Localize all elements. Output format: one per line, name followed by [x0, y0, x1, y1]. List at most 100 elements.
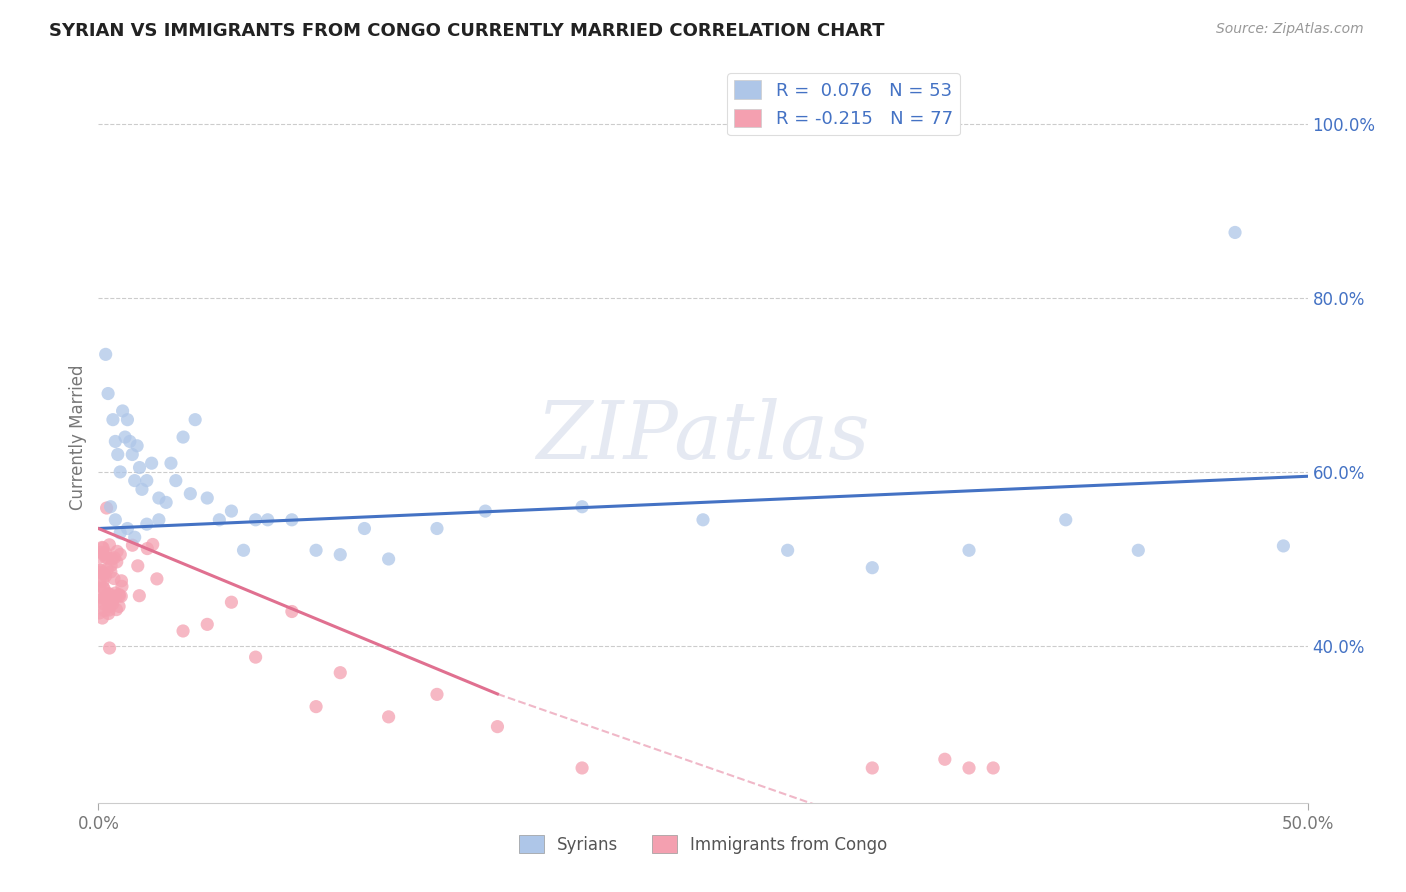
- Point: [172, 624, 194, 638]
- Point: [97, 386, 120, 401]
- Point: [353, 521, 375, 535]
- Point: [91, 541, 114, 555]
- Point: [155, 495, 177, 509]
- Point: [118, 434, 141, 449]
- Point: [91, 541, 114, 555]
- Point: [98, 538, 121, 552]
- Point: [111, 404, 134, 418]
- Text: ZIPatlas: ZIPatlas: [536, 399, 870, 475]
- Point: [128, 460, 150, 475]
- Point: [426, 521, 449, 535]
- Point: [91, 591, 114, 606]
- Point: [89, 593, 111, 607]
- Point: [860, 560, 883, 574]
- Point: [148, 491, 170, 505]
- Point: [377, 710, 399, 724]
- Point: [692, 513, 714, 527]
- Point: [93, 582, 115, 596]
- Point: [93, 603, 115, 617]
- Point: [98, 595, 121, 609]
- Point: [98, 640, 121, 655]
- Point: [104, 586, 127, 600]
- Point: [195, 491, 218, 505]
- Point: [124, 474, 146, 488]
- Point: [1054, 513, 1077, 527]
- Point: [89, 549, 111, 564]
- Point: [101, 597, 124, 611]
- Point: [281, 605, 304, 619]
- Point: [94, 347, 117, 361]
- Point: [184, 412, 207, 426]
- Point: [329, 548, 352, 562]
- Point: [127, 439, 149, 453]
- Point: [110, 574, 132, 588]
- Point: [1223, 226, 1246, 240]
- Point: [89, 574, 111, 588]
- Point: [486, 720, 509, 734]
- Point: [96, 562, 118, 576]
- Point: [117, 412, 139, 426]
- Point: [104, 434, 127, 449]
- Point: [96, 501, 118, 516]
- Point: [131, 483, 153, 497]
- Point: [128, 589, 150, 603]
- Point: [110, 589, 132, 603]
- Point: [100, 558, 122, 573]
- Point: [104, 590, 127, 604]
- Point: [981, 761, 1004, 775]
- Point: [195, 617, 218, 632]
- Point: [89, 606, 111, 620]
- Point: [94, 546, 117, 560]
- Point: [103, 572, 125, 586]
- Point: [860, 761, 883, 775]
- Point: [105, 544, 128, 558]
- Point: [121, 448, 143, 462]
- Point: [97, 586, 120, 600]
- Point: [121, 538, 143, 552]
- Point: [90, 545, 112, 559]
- Point: [221, 595, 243, 609]
- Point: [305, 543, 328, 558]
- Point: [94, 569, 117, 583]
- Point: [426, 687, 449, 701]
- Point: [179, 486, 201, 500]
- Point: [105, 602, 128, 616]
- Point: [93, 547, 115, 561]
- Point: [100, 500, 122, 514]
- Point: [934, 752, 956, 766]
- Point: [221, 504, 243, 518]
- Point: [100, 565, 122, 579]
- Point: [571, 761, 593, 775]
- Point: [146, 572, 169, 586]
- Point: [165, 474, 187, 488]
- Point: [474, 504, 496, 518]
- Point: [172, 430, 194, 444]
- Point: [89, 563, 111, 577]
- Point: [1272, 539, 1295, 553]
- Y-axis label: Currently Married: Currently Married: [69, 364, 87, 510]
- Point: [111, 579, 134, 593]
- Point: [114, 430, 136, 444]
- Point: [232, 543, 254, 558]
- Point: [957, 543, 980, 558]
- Point: [329, 665, 352, 680]
- Point: [105, 555, 128, 569]
- Point: [571, 500, 593, 514]
- Point: [142, 537, 165, 551]
- Point: [96, 551, 118, 566]
- Point: [97, 607, 120, 621]
- Point: [135, 517, 157, 532]
- Point: [377, 552, 399, 566]
- Point: [281, 513, 304, 527]
- Point: [256, 513, 278, 527]
- Text: Source: ZipAtlas.com: Source: ZipAtlas.com: [1216, 22, 1364, 37]
- Point: [127, 558, 149, 573]
- Text: SYRIAN VS IMMIGRANTS FROM CONGO CURRENTLY MARRIED CORRELATION CHART: SYRIAN VS IMMIGRANTS FROM CONGO CURRENTL…: [49, 22, 884, 40]
- Point: [245, 650, 267, 665]
- Point: [91, 611, 114, 625]
- Point: [89, 581, 111, 595]
- Point: [776, 543, 799, 558]
- Point: [108, 599, 131, 614]
- Point: [148, 513, 170, 527]
- Point: [108, 525, 131, 540]
